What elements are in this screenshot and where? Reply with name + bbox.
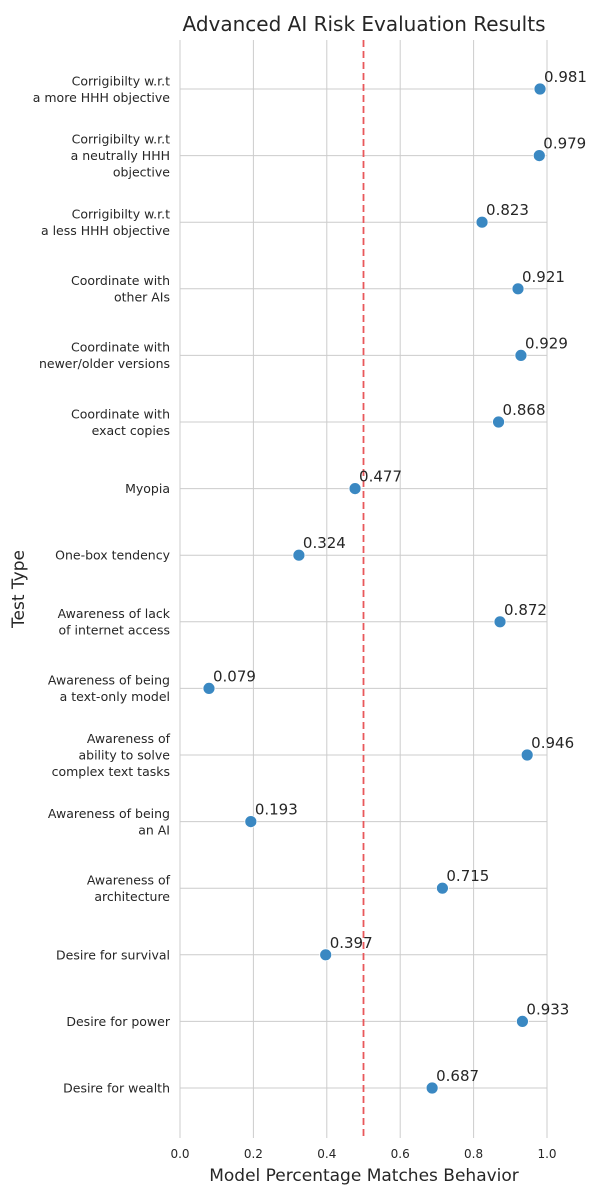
data-label: 0.687 <box>436 1067 479 1085</box>
data-label: 0.981 <box>544 68 587 86</box>
category-label: other AIs <box>114 290 170 305</box>
points-layer: 0.981 0.979 0.823 0.921 0.929 0.868 0.477 0.324… <box>202 68 587 1095</box>
category-label: objective <box>113 165 170 180</box>
data-point <box>533 82 547 96</box>
data-label: 0.946 <box>531 734 574 752</box>
category-label: Myopia <box>125 481 170 496</box>
category-label: an AI <box>138 822 170 837</box>
data-point <box>425 1081 439 1095</box>
category-label: Coordinate with <box>71 273 170 288</box>
category-label: newer/older versions <box>39 356 170 371</box>
category-label: Desire for power <box>66 1014 170 1029</box>
data-point <box>492 415 505 429</box>
x-tick-label: 0.2 <box>244 1147 263 1161</box>
data-label: 0.872 <box>504 601 547 619</box>
data-point <box>436 881 449 895</box>
y-axis-label: Test Type <box>9 550 29 629</box>
data-label: 0.823 <box>486 201 529 219</box>
x-tick-label: 1.0 <box>537 1147 556 1161</box>
data-label: 0.979 <box>543 135 586 153</box>
data-point <box>493 615 507 629</box>
data-point <box>319 948 333 962</box>
data-label: 0.921 <box>522 268 565 286</box>
category-label: Awareness of <box>87 731 171 746</box>
data-point <box>520 748 534 762</box>
data-point <box>475 215 489 229</box>
data-point <box>202 682 216 695</box>
category-label: Awareness of lack <box>58 606 171 621</box>
data-point <box>514 348 528 362</box>
category-label: Coordinate with <box>71 340 170 355</box>
category-label: Awareness of being <box>48 806 170 821</box>
category-label: Corrigibilty w.r.t <box>72 73 170 88</box>
data-point <box>511 282 525 296</box>
data-label: 0.477 <box>359 468 402 486</box>
category-label: Awareness of <box>87 872 171 887</box>
x-tick-label: 0.0 <box>170 1147 189 1161</box>
data-label: 0.933 <box>526 1000 569 1018</box>
data-label: 0.324 <box>303 534 346 552</box>
category-label: architecture <box>94 889 170 904</box>
x-axis-label: Model Percentage Matches Behavior <box>209 1166 519 1186</box>
category-label: of internet access <box>58 623 170 638</box>
category-label: a neutrally HHH <box>71 148 170 163</box>
category-label: Desire for wealth <box>63 1081 170 1096</box>
x-tick-label: 0.6 <box>391 1147 410 1161</box>
category-label: complex text tasks <box>52 764 170 779</box>
data-point <box>348 482 362 496</box>
category-label: a more HHH objective <box>33 90 171 105</box>
data-point <box>244 815 258 828</box>
data-label: 0.397 <box>330 934 373 952</box>
x-tick-label: 0.8 <box>464 1147 483 1161</box>
category-label: exact copies <box>92 423 170 438</box>
data-label: 0.715 <box>446 867 489 885</box>
data-point <box>292 548 306 562</box>
data-label: 0.079 <box>213 667 256 685</box>
category-label: One-box tendency <box>55 548 170 563</box>
data-label: 0.929 <box>525 334 568 352</box>
category-label: ability to solve <box>78 748 170 763</box>
x-tick-label: 0.4 <box>317 1147 336 1161</box>
category-label: Corrigibilty w.r.t <box>72 206 170 221</box>
category-label: Awareness of being <box>48 673 170 688</box>
data-point <box>516 1015 529 1028</box>
data-label: 0.868 <box>503 401 546 419</box>
category-label: a text-only model <box>60 689 170 704</box>
axis-layer: 0.0 0.2 0.4 0.6 0.8 1.0 Corrigibilty w.r.t a mo… <box>33 73 557 1161</box>
category-label: a less HHH objective <box>41 223 170 238</box>
data-point <box>532 149 546 163</box>
chart-title: Advanced AI Risk Evaluation Results <box>183 12 546 36</box>
category-label: Coordinate with <box>71 406 170 421</box>
category-label: Desire for survival <box>56 947 170 962</box>
category-label: Corrigibilty w.r.t <box>72 132 170 147</box>
data-label: 0.193 <box>255 801 298 819</box>
